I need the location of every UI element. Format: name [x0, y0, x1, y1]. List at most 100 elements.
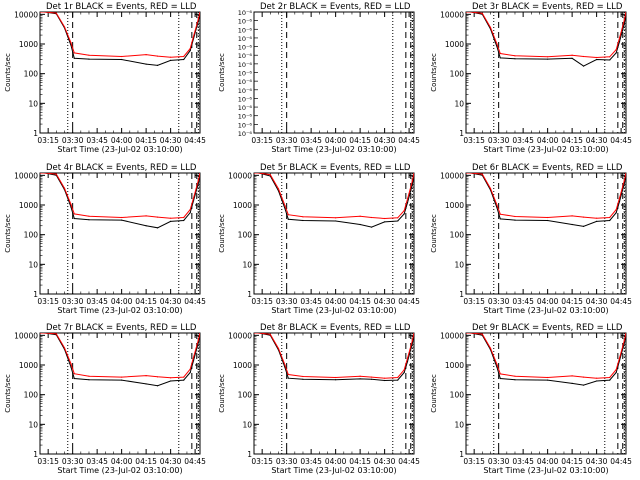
- events-data-point: [335, 379, 337, 381]
- lld-data-point: [40, 12, 41, 13]
- lld-data-point: [189, 368, 191, 370]
- y-tick-label: 1000: [19, 201, 38, 210]
- x-tick-label: 03:45: [86, 297, 108, 306]
- y-tick-label: 10⁻⁶: [238, 9, 253, 17]
- y-tick-label: 10: [242, 260, 252, 269]
- lld-data-point: [199, 173, 200, 174]
- x-tick-label: 04:00: [537, 297, 559, 306]
- y-axis-label: Counts/sec: [4, 214, 12, 253]
- y-tick-label: 1000: [19, 40, 38, 49]
- events-data-point: [302, 378, 304, 380]
- y-tick-label: 1: [459, 290, 464, 299]
- lld-data-point: [302, 216, 304, 218]
- lld-data-point: [609, 216, 611, 219]
- lld-data-point: [370, 376, 373, 378]
- y-axis-label: Counts/sec: [4, 53, 12, 92]
- x-tick-label: 04:00: [537, 136, 559, 145]
- detector-panel-5: Det 5r BLACK = Events, RED = LLD 1 10 100 10…: [218, 163, 420, 315]
- events-data-point: [183, 219, 185, 222]
- events-data-point: [403, 213, 405, 215]
- y-tick-label: 1: [33, 450, 38, 459]
- y-tick-label: 10⁻⁶: [238, 113, 253, 121]
- lld-data-point: [370, 216, 373, 219]
- events-data-point: [73, 57, 75, 59]
- y-tick-label: 10⁻⁶: [238, 18, 253, 26]
- lld-data-point: [197, 339, 199, 341]
- lld-data-point: [397, 217, 399, 219]
- x-tick-label: 03:30: [62, 457, 84, 466]
- x-tick-label: 03:30: [488, 136, 510, 145]
- x-tick-label: 03:45: [86, 457, 108, 466]
- y-tick-label: 100: [24, 391, 39, 400]
- x-tick-label: 04:45: [610, 457, 632, 466]
- lld-data-point: [121, 376, 123, 378]
- lld-data-point: [618, 197, 621, 199]
- x-tick-label: 04:00: [537, 457, 559, 466]
- y-tick-label: 10: [454, 420, 464, 429]
- y-axis-label: Counts/sec: [218, 374, 226, 413]
- x-tick-label: 04:30: [374, 136, 396, 145]
- lld-data-point: [496, 43, 498, 45]
- lld-data-point: [40, 173, 41, 174]
- events-data-point: [397, 379, 399, 381]
- plot-frame: [465, 332, 627, 455]
- detector-panel-3: Det 3r BLACK = Events, RED = LLD 1 10 100 10…: [430, 2, 632, 154]
- y-tick-label: 10: [28, 260, 38, 269]
- x-axis-label: Start Time (23-Jul-02 03:10:00): [271, 466, 396, 475]
- events-series-line: [466, 333, 626, 386]
- lld-data-point: [44, 12, 46, 13]
- events-data-point: [189, 371, 191, 374]
- lld-data-point: [514, 375, 516, 377]
- lld-data-point: [287, 373, 289, 376]
- y-tick-label: 1: [33, 129, 38, 138]
- events-data-point: [359, 223, 361, 226]
- y-tick-label: 10⁻⁶: [238, 44, 253, 52]
- plot-frame: [39, 172, 201, 295]
- lld-data-point: [470, 333, 472, 334]
- events-data-point: [596, 380, 598, 382]
- y-tick-label: 10000: [228, 331, 252, 340]
- y-tick-label: 100: [24, 231, 39, 240]
- lld-data-point: [55, 173, 57, 175]
- events-data-point: [73, 377, 75, 380]
- x-tick-label: 03:30: [276, 297, 298, 306]
- plot-frame: [465, 11, 627, 134]
- lld-data-point: [199, 12, 200, 13]
- lld-data-point: [284, 205, 286, 207]
- y-tick-label: 10⁻⁶: [238, 35, 253, 43]
- panel-title: Det 7r BLACK = Events, RED = LLD: [46, 323, 197, 333]
- plot-frame: [253, 11, 415, 134]
- lld-data-point: [63, 187, 66, 189]
- x-axis-label: Start Time (23-Jul-02 03:10:00): [271, 145, 396, 154]
- y-tick-label: 1000: [445, 201, 464, 210]
- x-tick-label: 04:30: [586, 297, 608, 306]
- lld-series-line: [466, 12, 626, 59]
- events-data-point: [121, 219, 123, 221]
- lld-data-point: [596, 56, 598, 59]
- x-tick-label: 03:30: [488, 297, 510, 306]
- lld-data-point: [499, 52, 501, 55]
- x-tick-label: 03:15: [463, 297, 485, 306]
- x-tick-label: 03:15: [251, 297, 273, 306]
- lld-data-point: [384, 377, 386, 379]
- lld-series-line: [40, 173, 200, 219]
- x-tick-label: 04:00: [111, 136, 133, 145]
- x-tick-label: 04:45: [398, 457, 420, 466]
- y-tick-label: 100: [450, 231, 465, 240]
- lld-data-point: [192, 35, 195, 38]
- y-tick-label: 100: [450, 70, 465, 79]
- lld-data-point: [623, 179, 625, 181]
- y-tick-label: 100: [450, 391, 465, 400]
- lld-data-point: [499, 373, 501, 375]
- lld-data-point: [55, 333, 57, 335]
- y-tick-label: 10000: [440, 331, 464, 340]
- x-tick-label: 03:45: [300, 136, 322, 145]
- x-tick-label: 04:15: [561, 457, 583, 466]
- y-tick-label: 10000: [14, 331, 38, 340]
- x-axis-label: Start Time (23-Jul-02 03:10:00): [483, 145, 608, 154]
- lld-data-point: [625, 333, 626, 334]
- lld-data-point: [625, 173, 626, 174]
- lld-data-point: [413, 173, 414, 174]
- events-data-point: [547, 58, 549, 60]
- x-tick-label: 03:30: [488, 457, 510, 466]
